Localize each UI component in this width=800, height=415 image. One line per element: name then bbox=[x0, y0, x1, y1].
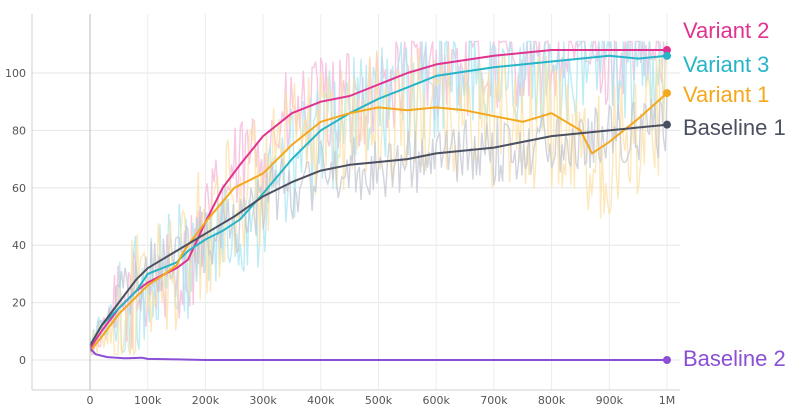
legend: Variant 2 Variant 3 Variant 1 Baseline 1 Bas… bbox=[683, 18, 786, 371]
legend-label: Variant 2 bbox=[683, 18, 769, 43]
series-line bbox=[89, 123, 668, 347]
x-tick-label: 0 bbox=[87, 394, 94, 407]
series-end-marker bbox=[663, 120, 671, 129]
x-tick-label: 900k bbox=[596, 394, 624, 407]
legend-label: Baseline 1 bbox=[683, 115, 786, 140]
raw-trace bbox=[89, 95, 668, 345]
x-tick-label: 300k bbox=[249, 394, 277, 407]
y-tick-label: 60 bbox=[12, 182, 26, 195]
series-end-marker bbox=[663, 51, 671, 60]
series-line bbox=[89, 347, 667, 361]
y-tick-label: 40 bbox=[12, 239, 26, 252]
legend-label: Variant 1 bbox=[683, 82, 769, 107]
legend-label: Baseline 2 bbox=[683, 346, 786, 371]
series-line bbox=[89, 92, 668, 353]
series-end-marker bbox=[663, 46, 671, 55]
x-tick-label: 500k bbox=[365, 394, 393, 407]
series-end-marker bbox=[663, 356, 671, 364]
tick-labels: 0 20 40 60 80 100 0 100k 200k 300k 400k 500k 600k 700… bbox=[5, 67, 675, 407]
smoothed-series-layer bbox=[89, 49, 668, 361]
series-line bbox=[89, 49, 667, 350]
y-tick-label: 80 bbox=[12, 124, 26, 137]
axes bbox=[31, 14, 680, 391]
x-tick-label: 700k bbox=[480, 394, 508, 407]
y-tick-label: 0 bbox=[19, 354, 26, 367]
y-tick-label: 20 bbox=[12, 297, 26, 310]
x-tick-label: 200k bbox=[192, 394, 220, 407]
x-tick-label: 100k bbox=[134, 394, 162, 407]
y-tick-label: 100 bbox=[5, 67, 26, 80]
end-markers bbox=[663, 46, 671, 364]
series-end-marker bbox=[663, 89, 671, 98]
series-line bbox=[89, 54, 668, 347]
x-tick-label: 1M bbox=[659, 394, 676, 407]
x-tick-label: 400k bbox=[307, 394, 335, 407]
x-tick-label: 800k bbox=[538, 394, 566, 407]
x-tick-label: 600k bbox=[423, 394, 451, 407]
legend-label: Variant 3 bbox=[683, 52, 769, 77]
